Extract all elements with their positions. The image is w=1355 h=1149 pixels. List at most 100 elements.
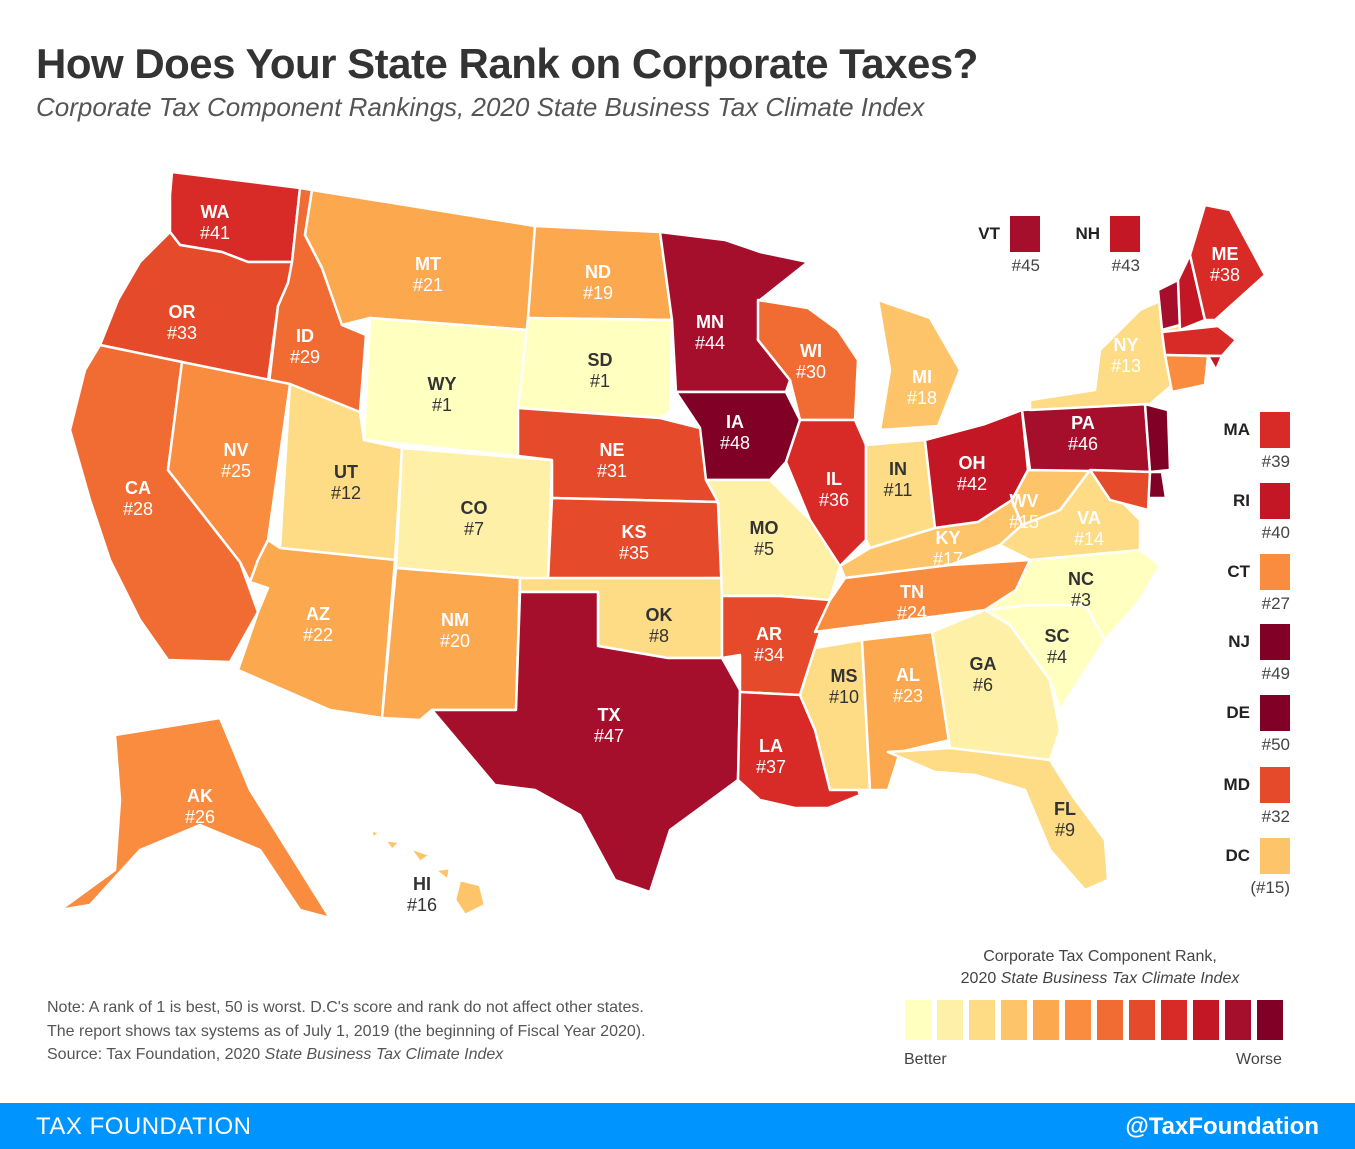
state-label-hi: HI <box>413 874 431 894</box>
state-ia <box>674 390 802 482</box>
legend-better-label: Better <box>904 1051 947 1068</box>
key-ma-swatch <box>1260 412 1290 448</box>
state-label-wy: WY <box>428 374 457 394</box>
key-ri: RI #40 <box>1170 483 1290 547</box>
state-rank-co: #7 <box>464 519 484 539</box>
key-dc-swatch <box>1260 838 1290 874</box>
state-rank-ak: #26 <box>185 807 215 827</box>
state-label-ne: NE <box>599 440 624 460</box>
legend-cell-11 <box>1225 1000 1251 1040</box>
legend-title: Corporate Tax Component Rank, 2020 State… <box>905 946 1295 990</box>
key-ri-label: RI <box>1233 491 1250 510</box>
key-vt: VT #45 <box>920 216 1040 280</box>
state-ct <box>1163 353 1210 394</box>
state-rank-tx: #47 <box>594 726 624 746</box>
key-dc-label: DC <box>1225 846 1250 865</box>
legend-cell-7 <box>1097 1000 1123 1040</box>
legend-cell-9 <box>1161 1000 1187 1040</box>
state-rank-hi: #16 <box>407 895 437 915</box>
state-label-nv: NV <box>223 440 248 460</box>
key-dc-rank: (#15) <box>1250 878 1290 897</box>
state-rank-ok: #8 <box>649 626 669 646</box>
key-ri-rank: #40 <box>1261 523 1290 542</box>
legend-title-line1: Corporate Tax Component Rank, <box>983 948 1217 965</box>
state-rank-az: #22 <box>303 625 333 645</box>
state-label-az: AZ <box>306 604 330 624</box>
state-label-mt: MT <box>415 254 441 274</box>
state-rank-nc: #3 <box>1071 590 1091 610</box>
state-rank-in: #11 <box>884 480 913 500</box>
state-rank-wy: #1 <box>432 395 452 415</box>
footer-brand: TAX FOUNDATION <box>36 1113 252 1140</box>
key-nh-swatch <box>1110 216 1140 252</box>
state-label-ca: CA <box>125 478 151 498</box>
state-sd <box>516 316 674 420</box>
state-rank-ut: #12 <box>331 483 361 503</box>
state-rank-mi: #18 <box>907 388 937 408</box>
key-nj-label: NJ <box>1228 632 1250 651</box>
state-label-nc: NC <box>1068 569 1094 589</box>
state-label-ia: IA <box>726 412 744 432</box>
state-fl <box>886 746 1110 892</box>
key-vt-label: VT <box>978 224 1000 243</box>
state-label-ky: KY <box>935 528 960 548</box>
state-label-tx: TX <box>597 705 620 725</box>
key-ct-rank: #27 <box>1261 594 1290 613</box>
key-nh: NH #43 <box>1020 216 1140 280</box>
state-rank-fl: #9 <box>1055 820 1075 840</box>
key-ma-label: MA <box>1223 420 1250 439</box>
chart-title: How Does Your State Rank on Corporate Ta… <box>36 40 978 87</box>
state-mi <box>876 298 962 432</box>
key-vt-rank: #45 <box>1011 256 1040 275</box>
state-me <box>1188 203 1267 322</box>
key-vt-swatch <box>1010 216 1040 252</box>
footnote: Note: A rank of 1 is best, 50 is worst. … <box>47 996 646 1044</box>
legend-cell-8 <box>1129 1000 1155 1040</box>
legend-worse-label: Worse <box>1236 1051 1282 1068</box>
legend-cell-3 <box>969 1000 995 1040</box>
state-label-id: ID <box>296 326 314 346</box>
state-label-wi: WI <box>800 341 822 361</box>
state-hi <box>370 828 487 917</box>
state-nj <box>1143 402 1172 474</box>
state-rank-ne: #31 <box>597 461 627 481</box>
state-rank-ms: #10 <box>829 687 859 707</box>
state-label-ms: MS <box>831 666 858 686</box>
state-rank-sd: #1 <box>590 371 610 391</box>
state-il <box>784 418 868 568</box>
state-label-al: AL <box>896 665 920 685</box>
state-label-ny: NY <box>1113 335 1138 355</box>
state-label-mo: MO <box>750 518 779 538</box>
state-rank-nv: #25 <box>221 461 251 481</box>
key-dc: DC (#15) <box>1170 838 1290 902</box>
legend-color-scale <box>905 1000 1283 1040</box>
state-rank-ky: #17 <box>933 549 963 569</box>
state-label-or: OR <box>169 302 196 322</box>
key-ma: MA #39 <box>1170 412 1290 476</box>
state-label-wv: WV <box>1010 491 1039 511</box>
state-rank-mo: #5 <box>754 539 774 559</box>
state-md <box>1088 468 1152 512</box>
state-rank-il: #36 <box>819 490 849 510</box>
key-ct: CT #27 <box>1170 554 1290 618</box>
state-label-va: VA <box>1077 508 1101 528</box>
key-md-swatch <box>1260 767 1290 803</box>
state-rank-la: #37 <box>756 757 786 777</box>
legend-cell-2 <box>937 1000 963 1040</box>
footer-handle: @TaxFoundation <box>1125 1113 1319 1140</box>
state-label-pa: PA <box>1071 413 1095 433</box>
state-label-ga: GA <box>970 654 997 674</box>
legend-cell-4 <box>1001 1000 1027 1040</box>
state-rank-oh: #42 <box>957 474 987 494</box>
key-de-label: DE <box>1226 703 1250 722</box>
key-nj-swatch <box>1260 624 1290 660</box>
state-rank-nd: #19 <box>583 283 613 303</box>
state-rank-sc: #4 <box>1047 647 1067 667</box>
state-rank-ga: #6 <box>973 675 993 695</box>
state-rank-ia: #48 <box>720 433 750 453</box>
state-label-ok: OK <box>646 605 673 625</box>
key-de: DE #50 <box>1170 695 1290 759</box>
state-label-mi: MI <box>912 367 932 387</box>
source-note: Source: Tax Foundation, 2020 State Busin… <box>47 1046 504 1063</box>
